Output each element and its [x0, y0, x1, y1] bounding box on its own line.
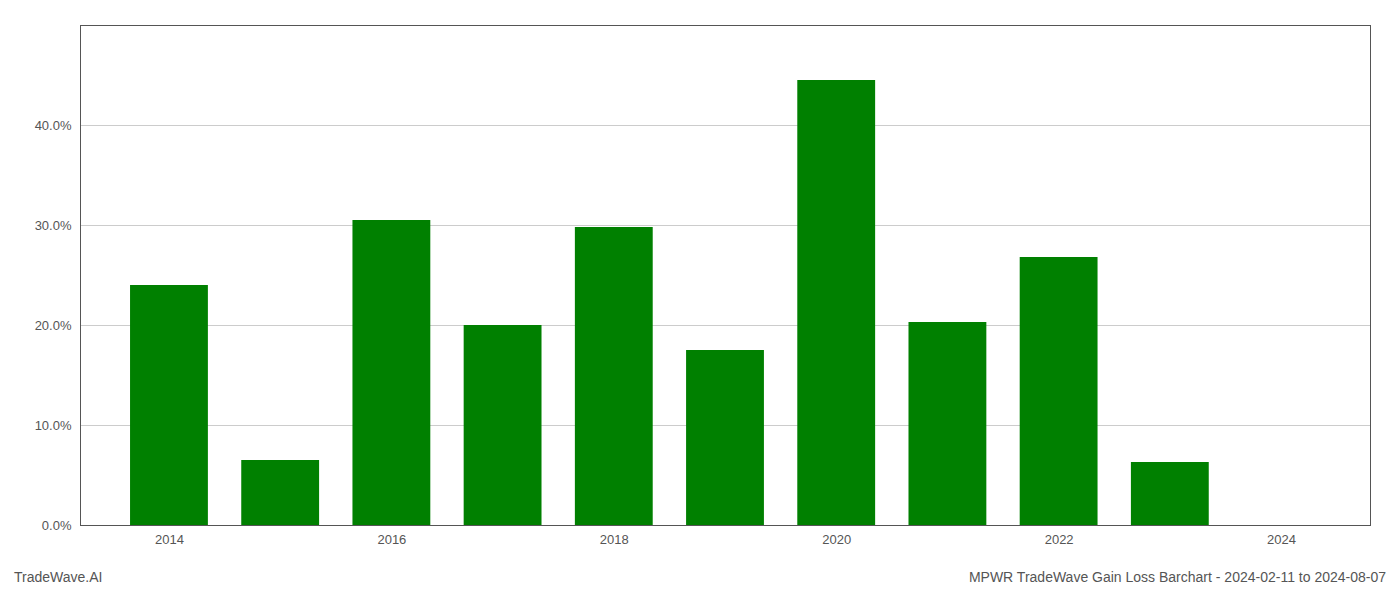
svg-text:10.0%: 10.0% — [35, 418, 72, 433]
svg-text:2022: 2022 — [1045, 532, 1074, 547]
svg-text:20.0%: 20.0% — [35, 318, 72, 333]
svg-text:2014: 2014 — [155, 532, 184, 547]
html-text:MPWR TradeWave Gain Loss Barch: MPWR TradeWave Gain Loss Barchart - 2024… — [968, 569, 1386, 585]
html-text:TradeWave.AI: TradeWave.AI — [14, 569, 103, 585]
svg-text:2018: 2018 — [600, 532, 629, 547]
svg-text:2024: 2024 — [1267, 532, 1296, 547]
svg-text:30.0%: 30.0% — [35, 218, 72, 233]
svg-text:2020: 2020 — [822, 532, 851, 547]
svg-text:40.0%: 40.0% — [35, 118, 72, 133]
svg-text:2016: 2016 — [377, 532, 406, 547]
svg-text:0.0%: 0.0% — [42, 518, 72, 533]
